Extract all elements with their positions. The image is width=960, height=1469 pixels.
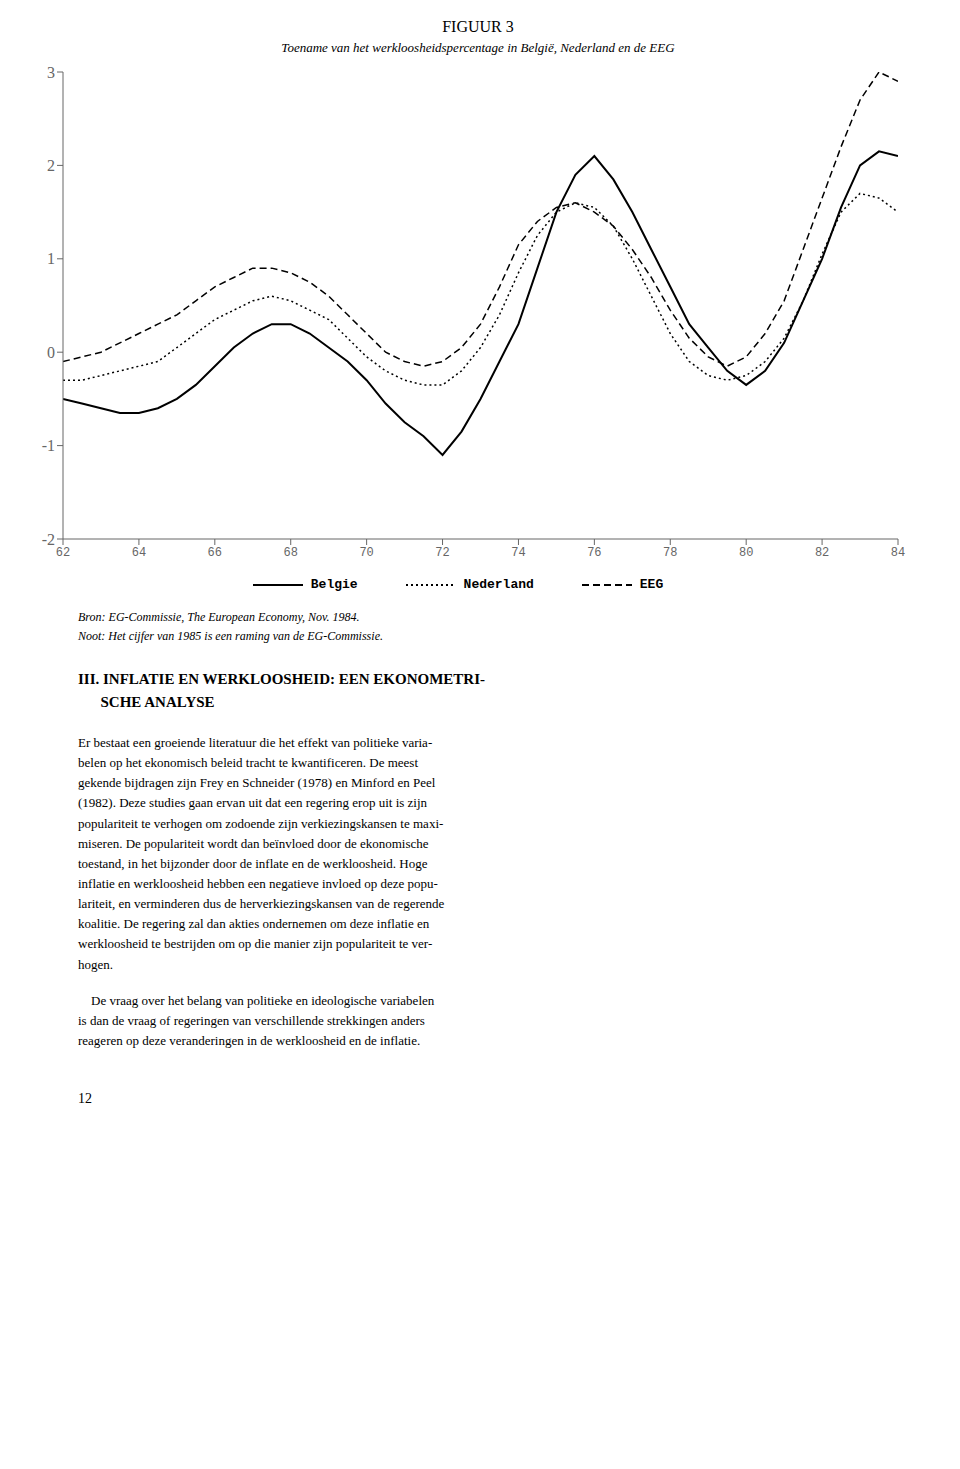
svg-text:-2: -2 [42,531,55,548]
svg-text:76: 76 [587,546,601,560]
svg-text:66: 66 [208,546,222,560]
svg-text:1: 1 [47,250,55,267]
html-text:12: 12 [78,1091,92,1107]
html-text:Bron: EG-Commissie, The Europe: Bron: EG-Commissie, The European Economy… [78,610,360,624]
html-text:EEG: EEG [639,577,664,592]
html-text:De vraag over het belang van p: De vraag over het belang van politieke e… [78,992,435,1048]
html-text:Er bestaat een groeiende liter: Er bestaat een groeiende literatuur die … [78,735,445,972]
svg-text:68: 68 [284,546,298,560]
html-text:Toename van het werkloosheidsp: Toename van het werkloosheidspercentage … [281,40,675,55]
svg-text:72: 72 [435,546,449,560]
svg-text:62: 62 [56,546,70,560]
svg-text:64: 64 [132,546,146,560]
svg-text:3: 3 [47,64,55,81]
svg-text:84: 84 [891,546,905,560]
svg-text:2: 2 [47,157,55,174]
html-text:Nederland: Nederland [463,577,534,592]
html-text:FIGUUR 3: FIGUUR 3 [442,18,514,35]
svg-text:70: 70 [359,546,373,560]
html-text:III. INFLATIE EN WERKLOOSHEID:: III. INFLATIE EN WERKLOOSHEID: EEN EKONO… [78,671,485,710]
html-text:Belgie: Belgie [310,577,358,592]
svg-text:78: 78 [663,546,677,560]
svg-text:0: 0 [47,344,55,361]
svg-text:80: 80 [739,546,753,560]
svg-text:74: 74 [511,546,525,560]
svg-text:-1: -1 [42,437,55,454]
html-text:Noot: Het cijfer van 1985 is e: Noot: Het cijfer van 1985 is een raming … [78,629,383,643]
svg-text:82: 82 [815,546,829,560]
